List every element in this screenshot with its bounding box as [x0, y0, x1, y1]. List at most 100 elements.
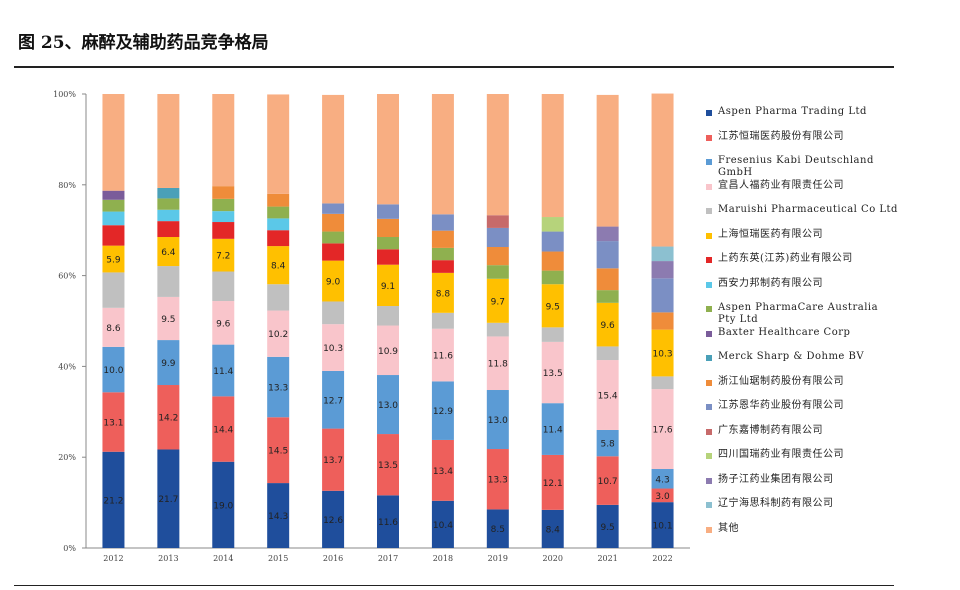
bar-segment: [651, 376, 674, 390]
bar-segment: [486, 94, 509, 216]
legend-label: 浙江仙琚制药股份有限公司: [718, 375, 844, 387]
bar-segment: [431, 247, 454, 261]
bar-segment: [596, 302, 619, 347]
bar-segment: [212, 94, 235, 187]
data-label: 9.5: [161, 315, 175, 325]
x-tick-label: 2022: [652, 554, 672, 563]
data-label: 21.2: [103, 496, 123, 506]
legend-label: 扬子江药业集团有限公司: [718, 473, 834, 485]
bar-segment: [267, 356, 290, 418]
bar-segment: [596, 94, 619, 227]
bar-segment: [541, 231, 564, 252]
legend-label: 广东嘉博制药有限公司: [718, 424, 823, 436]
legend-swatch: [706, 183, 712, 190]
chart-bars: [102, 93, 674, 548]
bar-segment: [377, 204, 399, 219]
bar-segment: [102, 245, 125, 273]
legend-item: Aspen Pharma Trading Ltd: [706, 106, 896, 131]
data-label: 13.3: [268, 384, 288, 394]
bar-segment: [102, 211, 125, 226]
legend-item: 江苏恒瑞医药股份有限公司: [706, 131, 896, 156]
bar-segment: [267, 310, 290, 357]
legend-label: 江苏恩华药业股份有限公司: [718, 400, 844, 411]
bar-segment: [541, 217, 564, 232]
bar-segment: [596, 504, 619, 548]
data-label: 12.7: [323, 396, 343, 406]
data-label: 9.5: [600, 523, 614, 533]
bar-segment: [377, 249, 399, 265]
data-label: 4.3: [655, 475, 669, 485]
legend-item: 广东嘉博制药有限公司: [706, 425, 896, 450]
bar-segment: [431, 272, 454, 313]
bar-segment: [596, 360, 619, 430]
legend-item: 江苏恩华药业股份有限公司: [706, 400, 896, 425]
bar-segment: [651, 261, 674, 279]
bar-segment: [267, 284, 290, 311]
legend-item: 其他: [706, 523, 896, 548]
bar-segment: [431, 312, 454, 329]
bar-segment: [431, 439, 454, 501]
data-label: 12.9: [433, 407, 453, 417]
bar-segment: [157, 187, 180, 199]
bar-segment: [157, 198, 180, 210]
legend-item: Baxter Healthcare Corp: [706, 327, 896, 352]
x-tick-label: 2016: [323, 554, 343, 563]
bar-segment: [157, 296, 180, 341]
legend-swatch: [706, 502, 712, 508]
legend-swatch: [706, 477, 712, 484]
legend-swatch: [706, 110, 712, 116]
bar-segment: [596, 268, 619, 291]
y-tick-label: 40%: [58, 362, 76, 371]
x-tick-label: 2013: [158, 554, 178, 563]
bar-segment: [377, 306, 399, 326]
bar-segment: [212, 198, 235, 212]
bar-segment: [102, 451, 125, 548]
bar-segment: [267, 230, 290, 247]
chart-legend: Aspen Pharma Trading Ltd 江苏恒瑞医药股份有限公司 Fres…: [706, 106, 897, 548]
chart-data-labels: 21.2 13.1 10.0 8.6 5.9 21.7 14.2 9.9 9.5 6.4 19.0 1…: [103, 248, 672, 535]
legend-swatch: [706, 208, 712, 214]
legend-item: Maruishi Pharmaceutical Co Ltd: [706, 204, 897, 229]
bar-segment: [486, 509, 509, 548]
legend-swatch: [706, 404, 712, 410]
data-label: 8.6: [106, 324, 121, 334]
data-label: 11.4: [543, 426, 563, 436]
bar-segment: [102, 225, 125, 246]
bar-segment: [431, 94, 454, 215]
bar-segment: [651, 502, 674, 548]
bar-segment: [212, 344, 235, 397]
bar-segment: [431, 381, 454, 440]
bar-segment: [651, 389, 674, 470]
y-tick-label: 20%: [58, 453, 76, 462]
legend-item: 西安力邦制药有限公司: [706, 278, 896, 303]
data-label: 8.4: [546, 525, 561, 535]
bar-segment: [651, 488, 674, 503]
legend-swatch: [706, 355, 712, 361]
bar-segment: [377, 218, 399, 238]
legend-item: 上药东英(江苏)药业有限公司: [706, 253, 896, 278]
bar-segment: [486, 227, 509, 247]
data-label: 15.4: [598, 392, 618, 402]
bar-segment: [322, 490, 345, 548]
legend-label: 四川国瑞药业有限责任公司: [718, 449, 844, 460]
data-label: 10.3: [323, 344, 343, 354]
bar-segment: [431, 260, 454, 273]
data-label: 17.6: [653, 426, 673, 436]
chart-tick-labels: 0% 20% 40% 60% 80% 100% 2012 2013 2014 2015 2016 20…: [53, 90, 673, 563]
y-tick-label: 0%: [63, 544, 76, 553]
y-tick-label: 100%: [53, 90, 76, 99]
data-label: 13.5: [378, 461, 398, 471]
legend-item: Aspen PharmaCare Australia Pty Ltd: [706, 302, 896, 327]
data-label: 10.3: [653, 350, 673, 360]
data-label: 10.2: [268, 330, 288, 340]
figure-title: 图 25、麻醉及辅助药品竞争格局: [18, 33, 269, 53]
data-label: 12.6: [323, 516, 343, 526]
bar-segment: [267, 218, 290, 231]
bar-segment: [377, 375, 399, 435]
bar-segment: [157, 340, 180, 386]
bar-segment: [377, 325, 399, 376]
legend-item: Fresenius Kabi Deutschland GmbH: [706, 155, 896, 180]
bar-segment: [212, 396, 235, 462]
x-tick-label: 2018: [433, 554, 453, 563]
bar-segment: [102, 199, 125, 212]
